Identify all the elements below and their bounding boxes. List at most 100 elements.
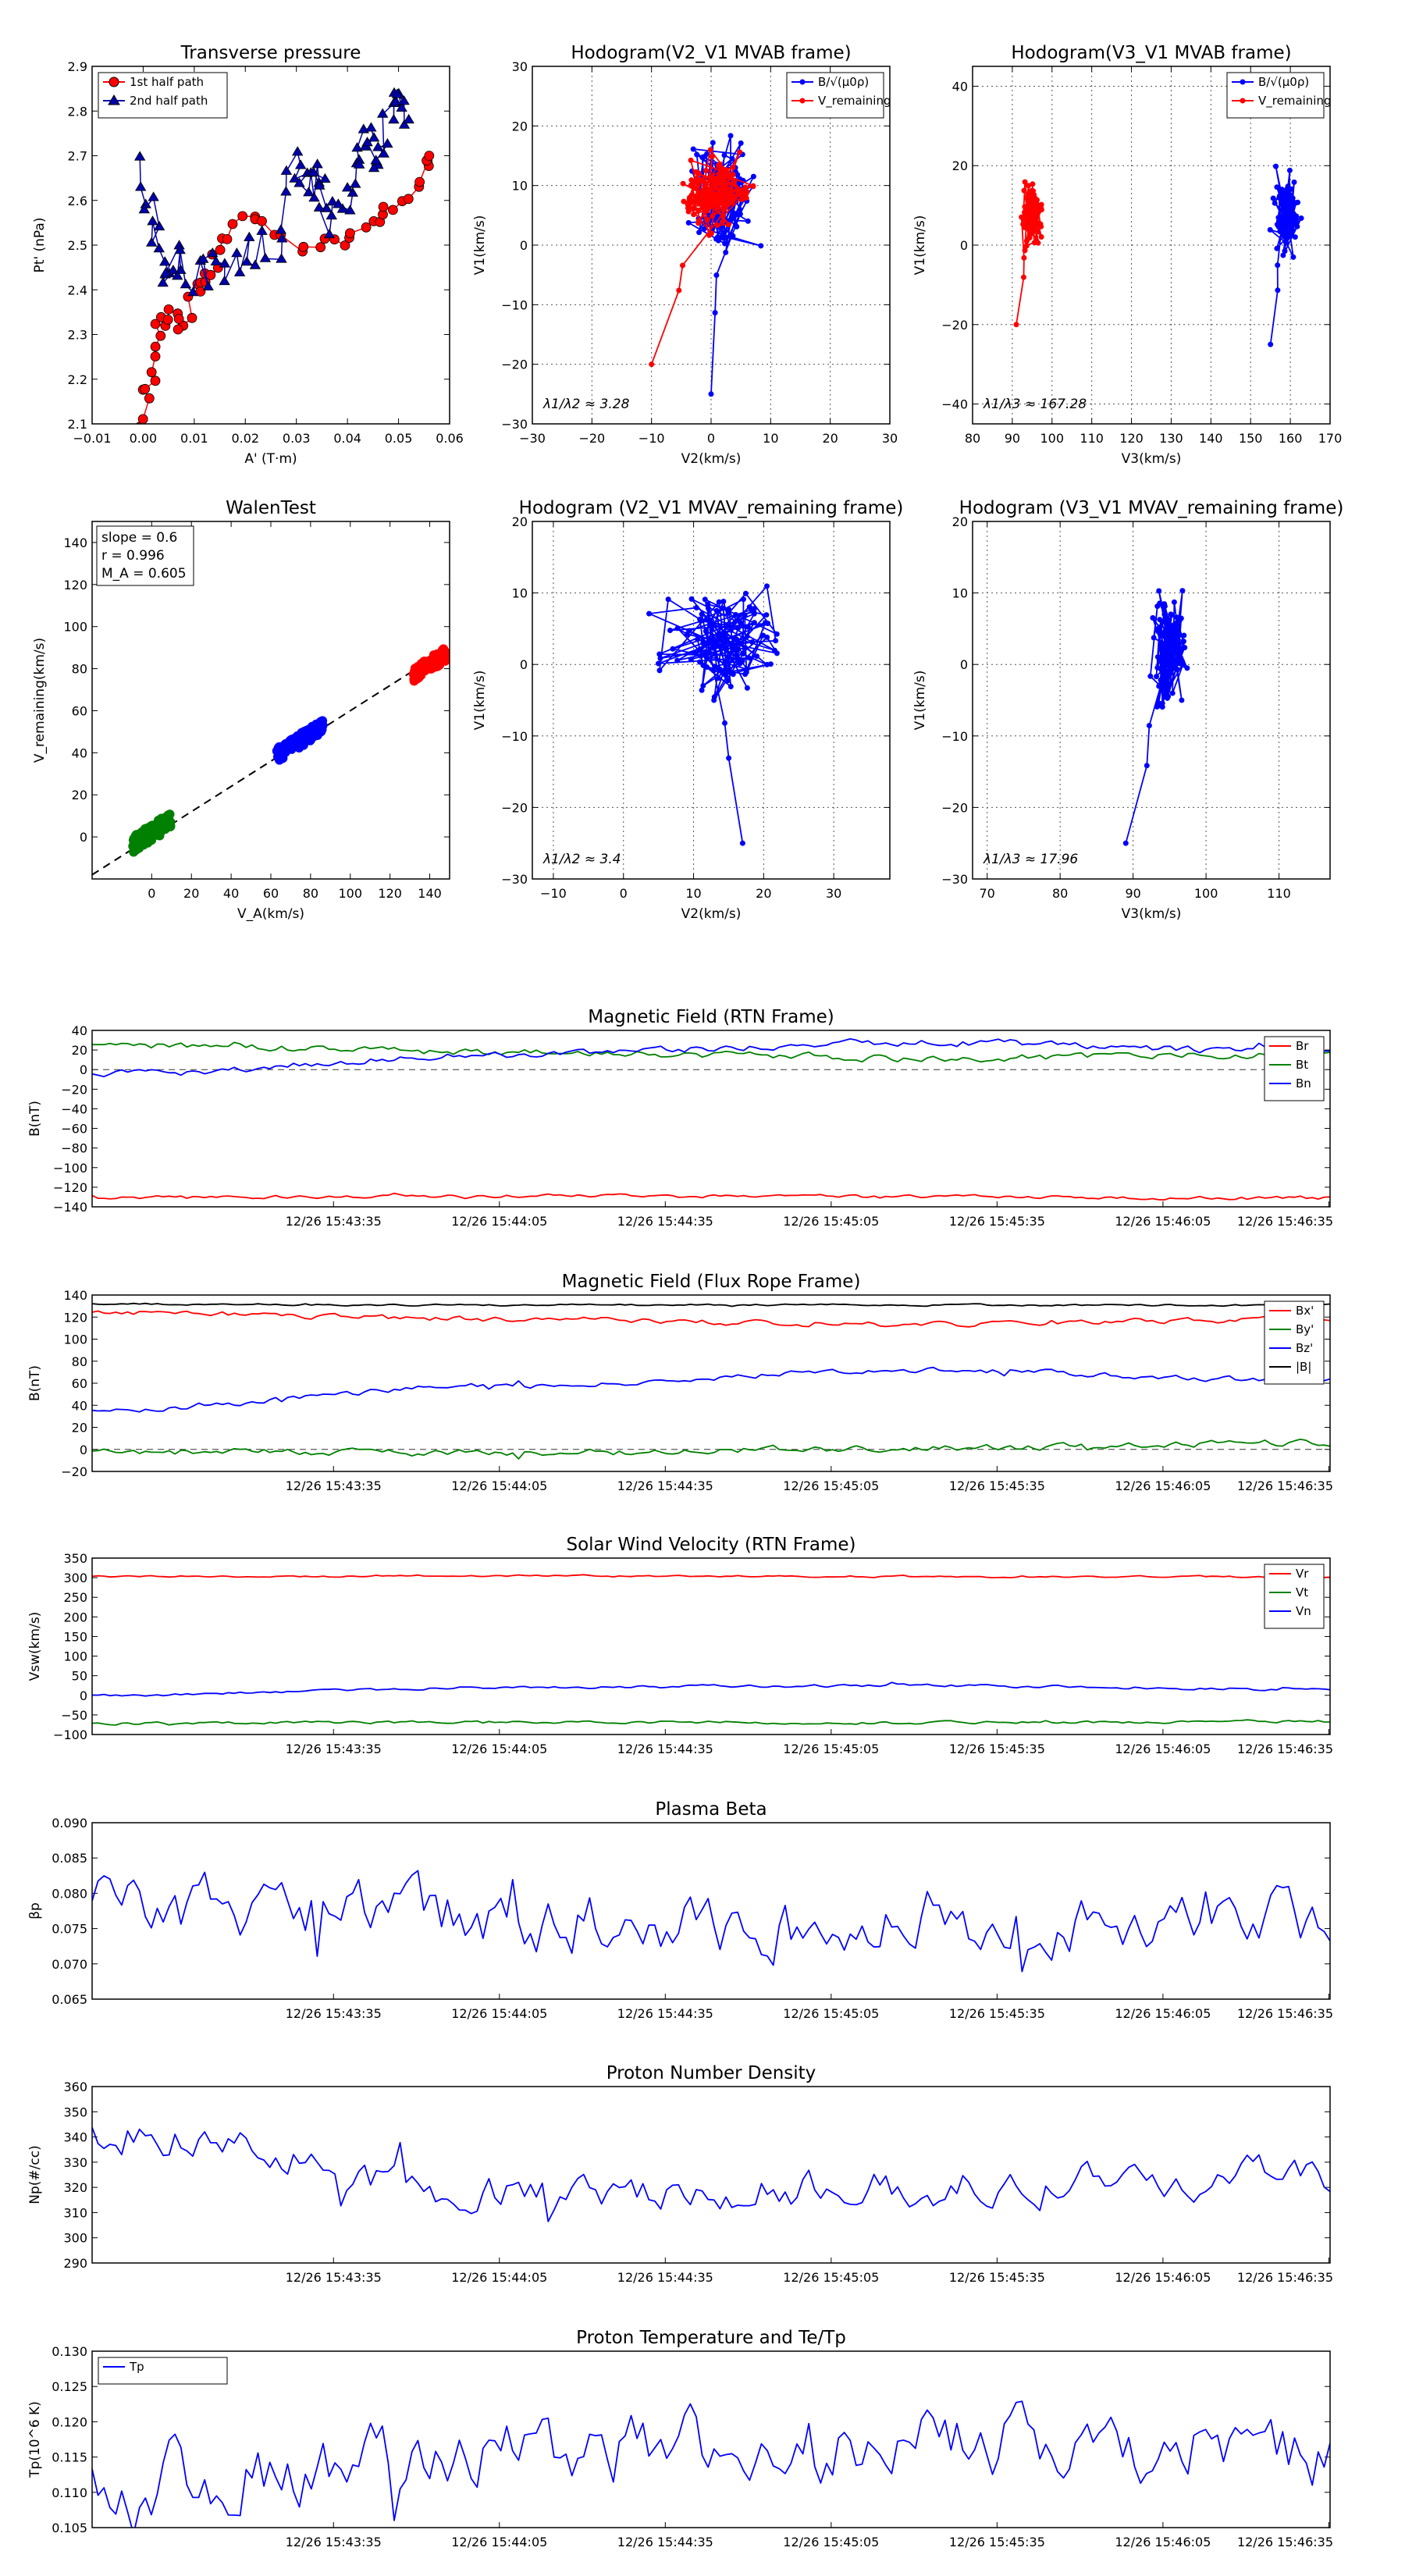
h4-point-0-98 [1167,671,1173,677]
ts5-ytick-label-6: 350 [63,2105,87,2119]
h2-point-1-51 [1030,181,1036,187]
h1-point-1-87 [695,169,700,176]
h1-point-1-25 [738,197,745,202]
h1-point-1-96 [702,199,708,205]
pt-point-0-40 [298,241,309,252]
ts4-xtick-label-0: 12/26 15:43:35 [286,2006,382,2021]
h2-point-0-97 [1293,215,1298,221]
h2-point-0-51 [1298,215,1304,221]
h4-point-0-74 [1167,639,1173,645]
walen-point-0-89 [137,838,147,848]
h2-point-1-26 [1038,234,1044,240]
h2-point-0-122 [1275,215,1282,221]
h3-point-0-109 [717,666,723,672]
ts3-plot-border [91,1557,1331,1735]
pt-xtick-label-1: 0.00 [130,431,158,446]
h1-point-1-119 [686,204,692,210]
h3-point-0-92 [737,619,743,625]
walen-point-1-109 [286,735,297,745]
h4-point-0-110 [1172,633,1178,639]
h4-point-0-108 [1154,664,1161,671]
h3-point-0-100 [723,635,729,641]
pt-point-1-63 [350,178,361,188]
walen-ylabel: V_remaining(km/s) [32,638,48,763]
h2-legend: B/√(μ0ρ) V_remaining [1226,72,1332,119]
ts5-xtick-label-3: 12/26 15:45:05 [783,2270,879,2285]
h1-point-0-13 [690,146,696,152]
ts5-xtick-label-5: 12/26 15:46:05 [1115,2270,1211,2285]
h1-point-1-68 [743,195,749,201]
ts2-legend: Bx' By' Bz' |B| [1264,1300,1325,1385]
pt-point-0-52 [387,205,398,215]
pt-point-1-47 [308,192,320,202]
pt-point-1-26 [219,258,231,268]
h3-point-0-118 [722,671,728,678]
h2-xtick-label-4: 120 [1119,431,1144,446]
h1-point-1-92 [696,176,702,183]
walen-xtick-label-6: 120 [378,886,402,901]
h3-point-0-115 [742,645,749,651]
ts6-xtick-label-1: 12/26 15:44:05 [451,2535,547,2549]
ts5-ytick-label-1: 300 [63,2231,87,2246]
ts1-legend-label-0: Br [1296,1039,1309,1053]
ts2-ytick-label-6: 100 [63,1332,87,1347]
h3-point-0-78 [702,649,709,655]
h3-xlabel: V2(km/s) [681,906,742,922]
ts1-ytick-label-3: −80 [61,1141,87,1156]
h3-ytick-label-3: 0 [520,657,528,672]
h3-point-0-5 [712,664,718,670]
h4-point-0-106 [1161,603,1168,610]
h1-legend-marker-1 [799,98,806,104]
h2-point-0-1 [1275,287,1281,294]
h4-annotation: λ1/λ3 ≈ 17.96 [983,852,1078,867]
ts6-ylabel: Tp(10^6 K) [27,2401,43,2478]
h2-point-1-106 [1023,217,1030,223]
h4-point-0-122 [1161,619,1167,625]
h3-point-0-0 [739,840,745,846]
h3-point-0-102 [656,660,661,667]
h4-point-0-118 [1174,622,1180,628]
pt-point-1-70 [368,132,380,142]
ts3-series-1-line [92,1719,1330,1726]
pt-point-1-82 [388,114,400,124]
h1-point-1-101 [721,195,727,201]
pt-point-0-7 [150,351,161,362]
ts1-plot-border [91,1030,1331,1208]
h1-point-1-44 [702,188,708,194]
ts4-ytick-label-2: 0.075 [52,1922,87,1937]
h1-point-1-104 [696,193,702,199]
ts2-xtick-label-3: 12/26 15:45:05 [783,1478,879,1493]
h1-point-1-27 [730,172,736,178]
h1-point-0-120 [721,152,727,158]
ts6-data [92,2400,1330,2528]
ts5-panel: Proton Number Density 290 300 310 320 330 340 3… [27,2063,1333,2285]
h2-xtick-label-2: 100 [1040,431,1065,446]
pt-data [133,87,435,424]
pt-point-1-69 [365,122,377,132]
pt-ylabel: Pt' (nPa) [32,218,48,273]
h3-title: Hodogram (V2_V1 MVAV_remaining frame) [519,498,904,518]
pt-point-1-20 [187,286,199,297]
pt-xtick-label-2: 0.01 [180,431,208,446]
h1-point-0-65 [735,172,741,178]
h4-point-0-113 [1166,644,1172,650]
h1-ytick-label-2: −10 [501,297,528,312]
h1-xtick-label-5: 20 [822,431,838,446]
h2-point-0-74 [1267,226,1273,233]
h2-point-0-49 [1291,179,1297,185]
pt-legend-box [98,72,228,119]
h1-point-0-101 [750,173,756,180]
pt-point-1-67 [351,142,363,152]
h1-point-1-67 [707,147,713,153]
ts1-ytick-label-4: −60 [61,1122,87,1137]
h1-point-0-42 [723,249,729,255]
ts6-ytick-label-5: 0.130 [52,2344,87,2359]
pt-point-1-89 [398,119,411,129]
h3-point-0-119 [730,644,735,650]
ts3-xtick-label-6: 12/26 15:46:35 [1237,1742,1333,1756]
pt-plot-border [91,66,450,425]
pt-point-0-41 [315,242,326,253]
pt-point-1-88 [398,95,410,105]
h4-point-0-75 [1165,693,1172,699]
h1-title: Hodogram(V2_V1 MVAB frame) [571,43,851,63]
